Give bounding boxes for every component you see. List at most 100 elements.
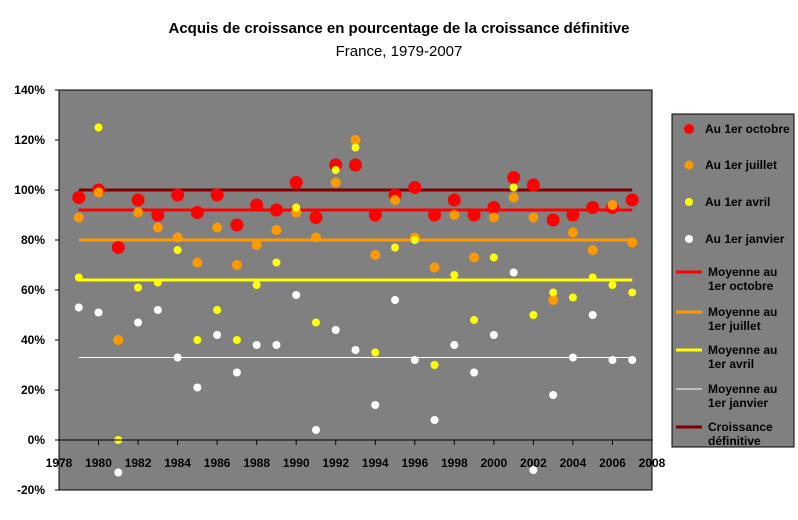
data-point [410, 356, 419, 364]
data-point [193, 383, 202, 392]
data-point [330, 177, 341, 188]
data-point [469, 252, 480, 263]
legend-label: définitive [708, 434, 761, 448]
data-point [74, 303, 83, 312]
data-point [370, 250, 381, 260]
legend-marker [685, 235, 693, 243]
data-point [232, 368, 241, 377]
x-tick-label: 2006 [599, 456, 626, 470]
y-tick-label: -20% [17, 483, 45, 497]
legend-label: Au 1er janvier [705, 232, 785, 246]
data-point [526, 178, 540, 192]
data-point [549, 391, 558, 399]
y-tick-label: 0% [28, 433, 46, 447]
data-point [151, 208, 165, 222]
data-point [588, 273, 597, 282]
y-axis: 140% 120% 100% 80% 60% 40% 20% 0% -20% [14, 83, 59, 497]
data-point [172, 232, 183, 243]
data-point [351, 143, 360, 152]
legend-label: Moyenne au [708, 305, 777, 319]
data-point [131, 193, 145, 207]
y-tick-label: 60% [21, 283, 45, 297]
x-tick-label: 1978 [46, 456, 73, 470]
data-point [153, 278, 162, 287]
data-point [94, 123, 103, 132]
data-point [212, 222, 223, 233]
data-point [74, 273, 83, 282]
data-point [251, 240, 262, 250]
data-point [410, 236, 419, 244]
legend-label: Au 1er juillet [705, 158, 777, 172]
data-point [587, 245, 598, 255]
y-tick-label: 100% [14, 183, 45, 197]
data-point [309, 211, 323, 224]
data-point [311, 318, 320, 327]
data-point [470, 368, 479, 377]
y-tick-label: 140% [14, 83, 45, 97]
data-point [529, 311, 538, 319]
data-point [371, 401, 380, 409]
x-tick-label: 1996 [401, 456, 428, 470]
x-tick-label: 2000 [481, 456, 508, 470]
data-point [428, 208, 442, 222]
data-point [193, 336, 202, 344]
data-point [310, 232, 321, 243]
data-point [408, 181, 422, 194]
data-point [608, 356, 617, 364]
data-point [171, 188, 185, 202]
data-point [152, 222, 163, 233]
x-tick-label: 1982 [125, 456, 152, 470]
x-tick-label: 2004 [560, 456, 587, 470]
data-point [331, 326, 340, 334]
data-point [488, 212, 499, 223]
data-point [528, 212, 539, 223]
data-point [628, 356, 637, 364]
legend-box [671, 113, 795, 448]
data-point [529, 466, 538, 474]
data-point [607, 200, 618, 210]
data-point [190, 206, 204, 219]
data-point [133, 207, 144, 218]
data-point [269, 203, 283, 217]
data-point [292, 291, 301, 299]
data-point [252, 341, 261, 349]
data-point [489, 253, 498, 262]
data-point [608, 281, 617, 289]
x-tick-label: 1990 [283, 456, 310, 470]
x-tick-label: 1988 [243, 456, 270, 470]
data-points [72, 123, 639, 477]
x-tick-label: 1984 [164, 456, 191, 470]
data-point [549, 288, 558, 297]
data-point [567, 227, 578, 238]
x-axis: 1978 1980 1982 1984 1986 1988 1990 1992 1994 1996… [46, 439, 666, 470]
data-point [449, 210, 460, 220]
data-point [450, 341, 459, 349]
data-point [173, 353, 182, 362]
data-point [271, 225, 282, 235]
data-point [588, 311, 597, 319]
data-point [430, 361, 439, 369]
y-tick-label: 20% [21, 383, 45, 397]
data-point [232, 336, 241, 344]
legend-marker [685, 198, 693, 206]
legend-label: Au 1er octobre [705, 122, 790, 136]
x-tick-label: 1998 [441, 456, 468, 470]
data-point [272, 341, 281, 349]
data-point [429, 262, 440, 273]
data-point [447, 193, 461, 207]
x-tick-label: 2008 [639, 456, 666, 470]
data-point [628, 288, 637, 297]
data-point [153, 306, 162, 314]
data-point [231, 260, 242, 270]
x-tick-label: 2002 [520, 456, 547, 470]
data-point [93, 187, 104, 198]
data-point [210, 188, 224, 202]
legend-label: Moyenne au [708, 382, 777, 396]
data-point [230, 218, 244, 232]
data-point [134, 283, 143, 292]
x-tick-label: 1994 [362, 456, 389, 470]
data-point [568, 353, 577, 362]
data-point [487, 201, 501, 214]
data-point [173, 246, 182, 254]
